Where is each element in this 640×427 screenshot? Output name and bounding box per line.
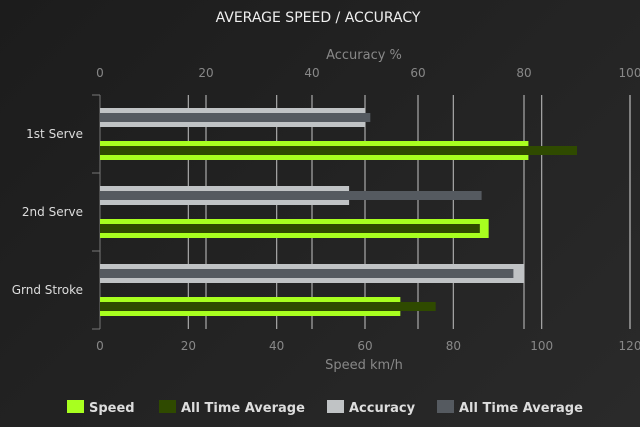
category-label: 1st Serve (26, 127, 83, 141)
legend-swatch (437, 400, 454, 413)
bar-accuracy-all-time-average (100, 113, 371, 122)
bottom-axis-label: Speed km/h (325, 358, 403, 373)
bottom-tick-label: 120 (619, 339, 640, 353)
bar-speed-all-time-average (100, 224, 480, 233)
top-tick-label: 20 (198, 66, 213, 80)
legend-label: Accuracy (349, 401, 416, 416)
bottom-tick-label: 60 (357, 339, 372, 353)
bar-speed-all-time-average (100, 146, 577, 155)
top-tick-label: 80 (516, 66, 531, 80)
legend-swatch (159, 400, 176, 413)
top-tick-label: 40 (304, 66, 319, 80)
bar-accuracy-all-time-average (100, 269, 514, 278)
bar-speed-all-time-average (100, 302, 436, 311)
top-tick-label: 100 (619, 66, 640, 80)
legend-swatch (327, 400, 344, 413)
bottom-tick-label: 80 (446, 339, 461, 353)
top-axis-label: Accuracy % (326, 48, 402, 63)
top-tick-label: 0 (96, 66, 104, 80)
bottom-tick-label: 0 (96, 339, 104, 353)
legend-label: All Time Average (181, 401, 305, 416)
bar-accuracy-all-time-average (100, 191, 482, 200)
legend-swatch (67, 400, 84, 413)
category-label: Grnd Stroke (12, 283, 83, 297)
top-tick-label: 60 (410, 66, 425, 80)
legend-label: Speed (89, 401, 135, 416)
chart-title: AVERAGE SPEED / ACCURACY (216, 10, 421, 26)
legend-label: All Time Average (459, 401, 583, 416)
category-label: 2nd Serve (22, 205, 83, 219)
bottom-tick-label: 40 (269, 339, 284, 353)
bottom-tick-label: 20 (181, 339, 196, 353)
bottom-tick-label: 100 (530, 339, 553, 353)
